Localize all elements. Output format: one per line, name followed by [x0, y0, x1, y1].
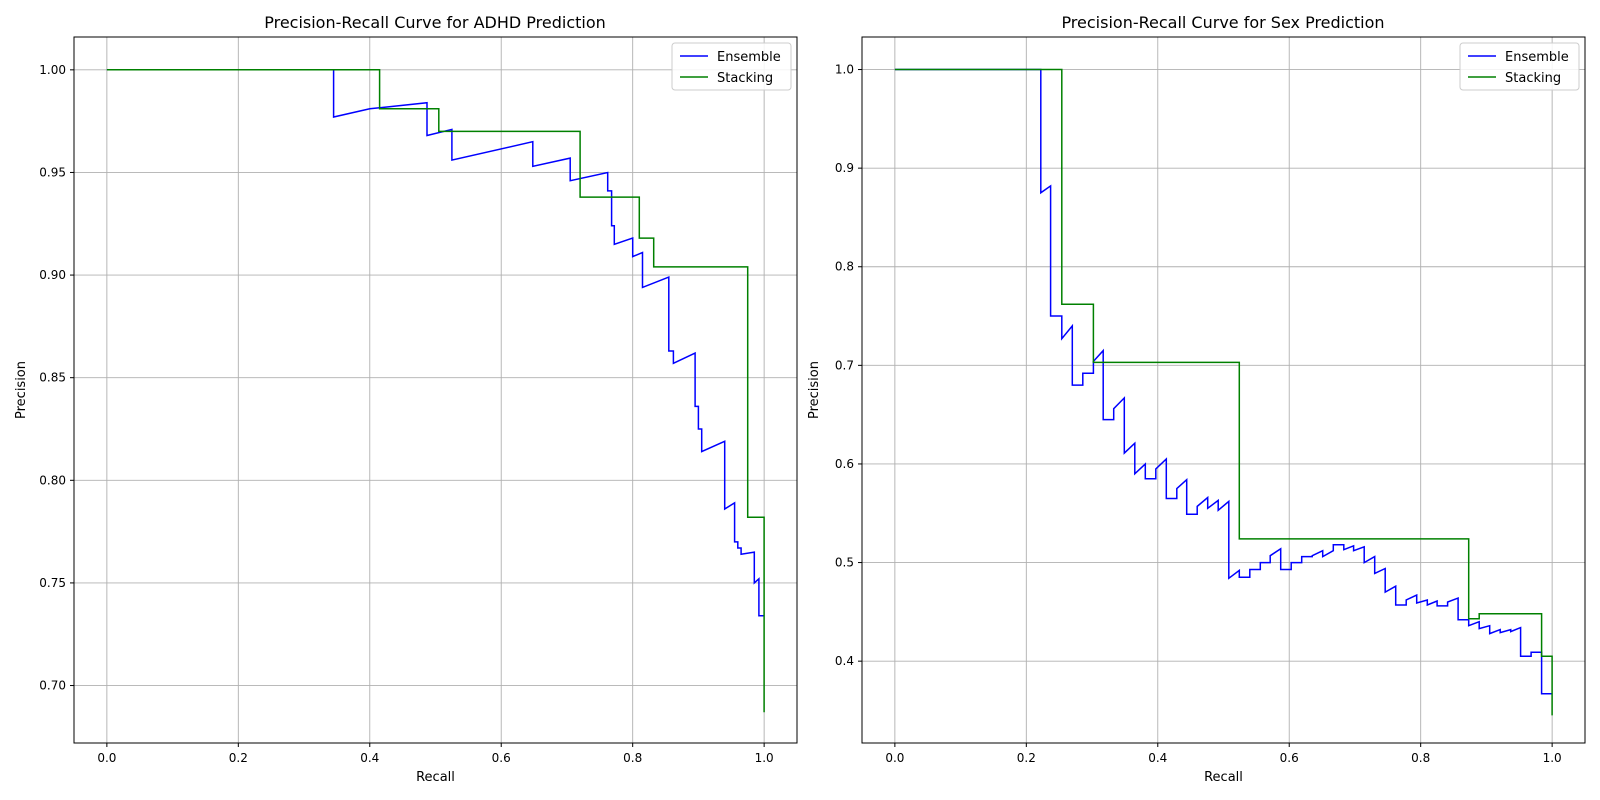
legend: Ensemble Stacking: [1459, 42, 1580, 91]
y-tick-label: 1.00: [39, 63, 66, 77]
chart-title: Precision-Recall Curve for ADHD Predicti…: [264, 13, 606, 32]
chart-title: Precision-Recall Curve for Sex Predictio…: [1061, 13, 1384, 32]
y-tick-label: 1.0: [835, 63, 854, 77]
sex-chart: Precision-Recall Curve for Sex Predictio…: [807, 13, 1586, 785]
legend-label-stacking: Stacking: [1505, 71, 1561, 86]
x-tick-label: 0.4: [360, 751, 379, 765]
y-tick-label: 0.7: [835, 358, 854, 372]
y-tick-label: 0.80: [39, 473, 66, 487]
x-tick-label: 0.6: [1280, 751, 1299, 765]
y-tick-label: 0.6: [835, 457, 854, 471]
x-tick-label: 0.2: [1017, 751, 1036, 765]
x-tick-label: 0.8: [623, 751, 642, 765]
adhd-chart: Precision-Recall Curve for ADHD Predicti…: [14, 13, 798, 785]
y-tick-label: 0.5: [835, 556, 854, 570]
x-tick-label: 0.0: [885, 751, 904, 765]
y-tick-label: 0.95: [39, 165, 66, 179]
series-line-ensemble: [894, 68, 1553, 695]
x-tick-label: 1.0: [755, 751, 774, 765]
y-axis-label: Precision: [14, 361, 29, 419]
x-tick-label: 0.6: [492, 751, 511, 765]
series-line-stacking: [894, 68, 1553, 716]
series-line-stacking: [106, 69, 765, 713]
legend-label-ensemble: Ensemble: [1505, 50, 1569, 65]
x-tick-label: 0.2: [229, 751, 248, 765]
y-tick-label: 0.9: [835, 161, 854, 175]
y-tick-label: 0.8: [835, 260, 854, 274]
plot-area: [73, 36, 798, 744]
legend-label-stacking: Stacking: [717, 71, 773, 86]
y-tick-label: 0.4: [835, 654, 854, 668]
legend-box: [1459, 42, 1580, 91]
legend-label-ensemble: Ensemble: [717, 50, 781, 65]
x-tick-label: 1.0: [1543, 751, 1562, 765]
y-axis-label: Precision: [807, 361, 822, 419]
x-axis-label: Recall: [1204, 770, 1243, 785]
y-tick-label: 0.75: [39, 576, 66, 590]
legend: Ensemble Stacking: [671, 42, 792, 91]
x-axis-label: Recall: [416, 770, 455, 785]
x-tick-label: 0.0: [97, 751, 116, 765]
y-tick-label: 0.70: [39, 679, 66, 693]
x-tick-label: 0.4: [1148, 751, 1167, 765]
plot-area: [861, 36, 1586, 744]
y-tick-label: 0.90: [39, 268, 66, 282]
y-tick-label: 0.85: [39, 371, 66, 385]
series-line-ensemble: [106, 69, 765, 617]
legend-box: [671, 42, 792, 91]
x-tick-label: 0.8: [1411, 751, 1430, 765]
